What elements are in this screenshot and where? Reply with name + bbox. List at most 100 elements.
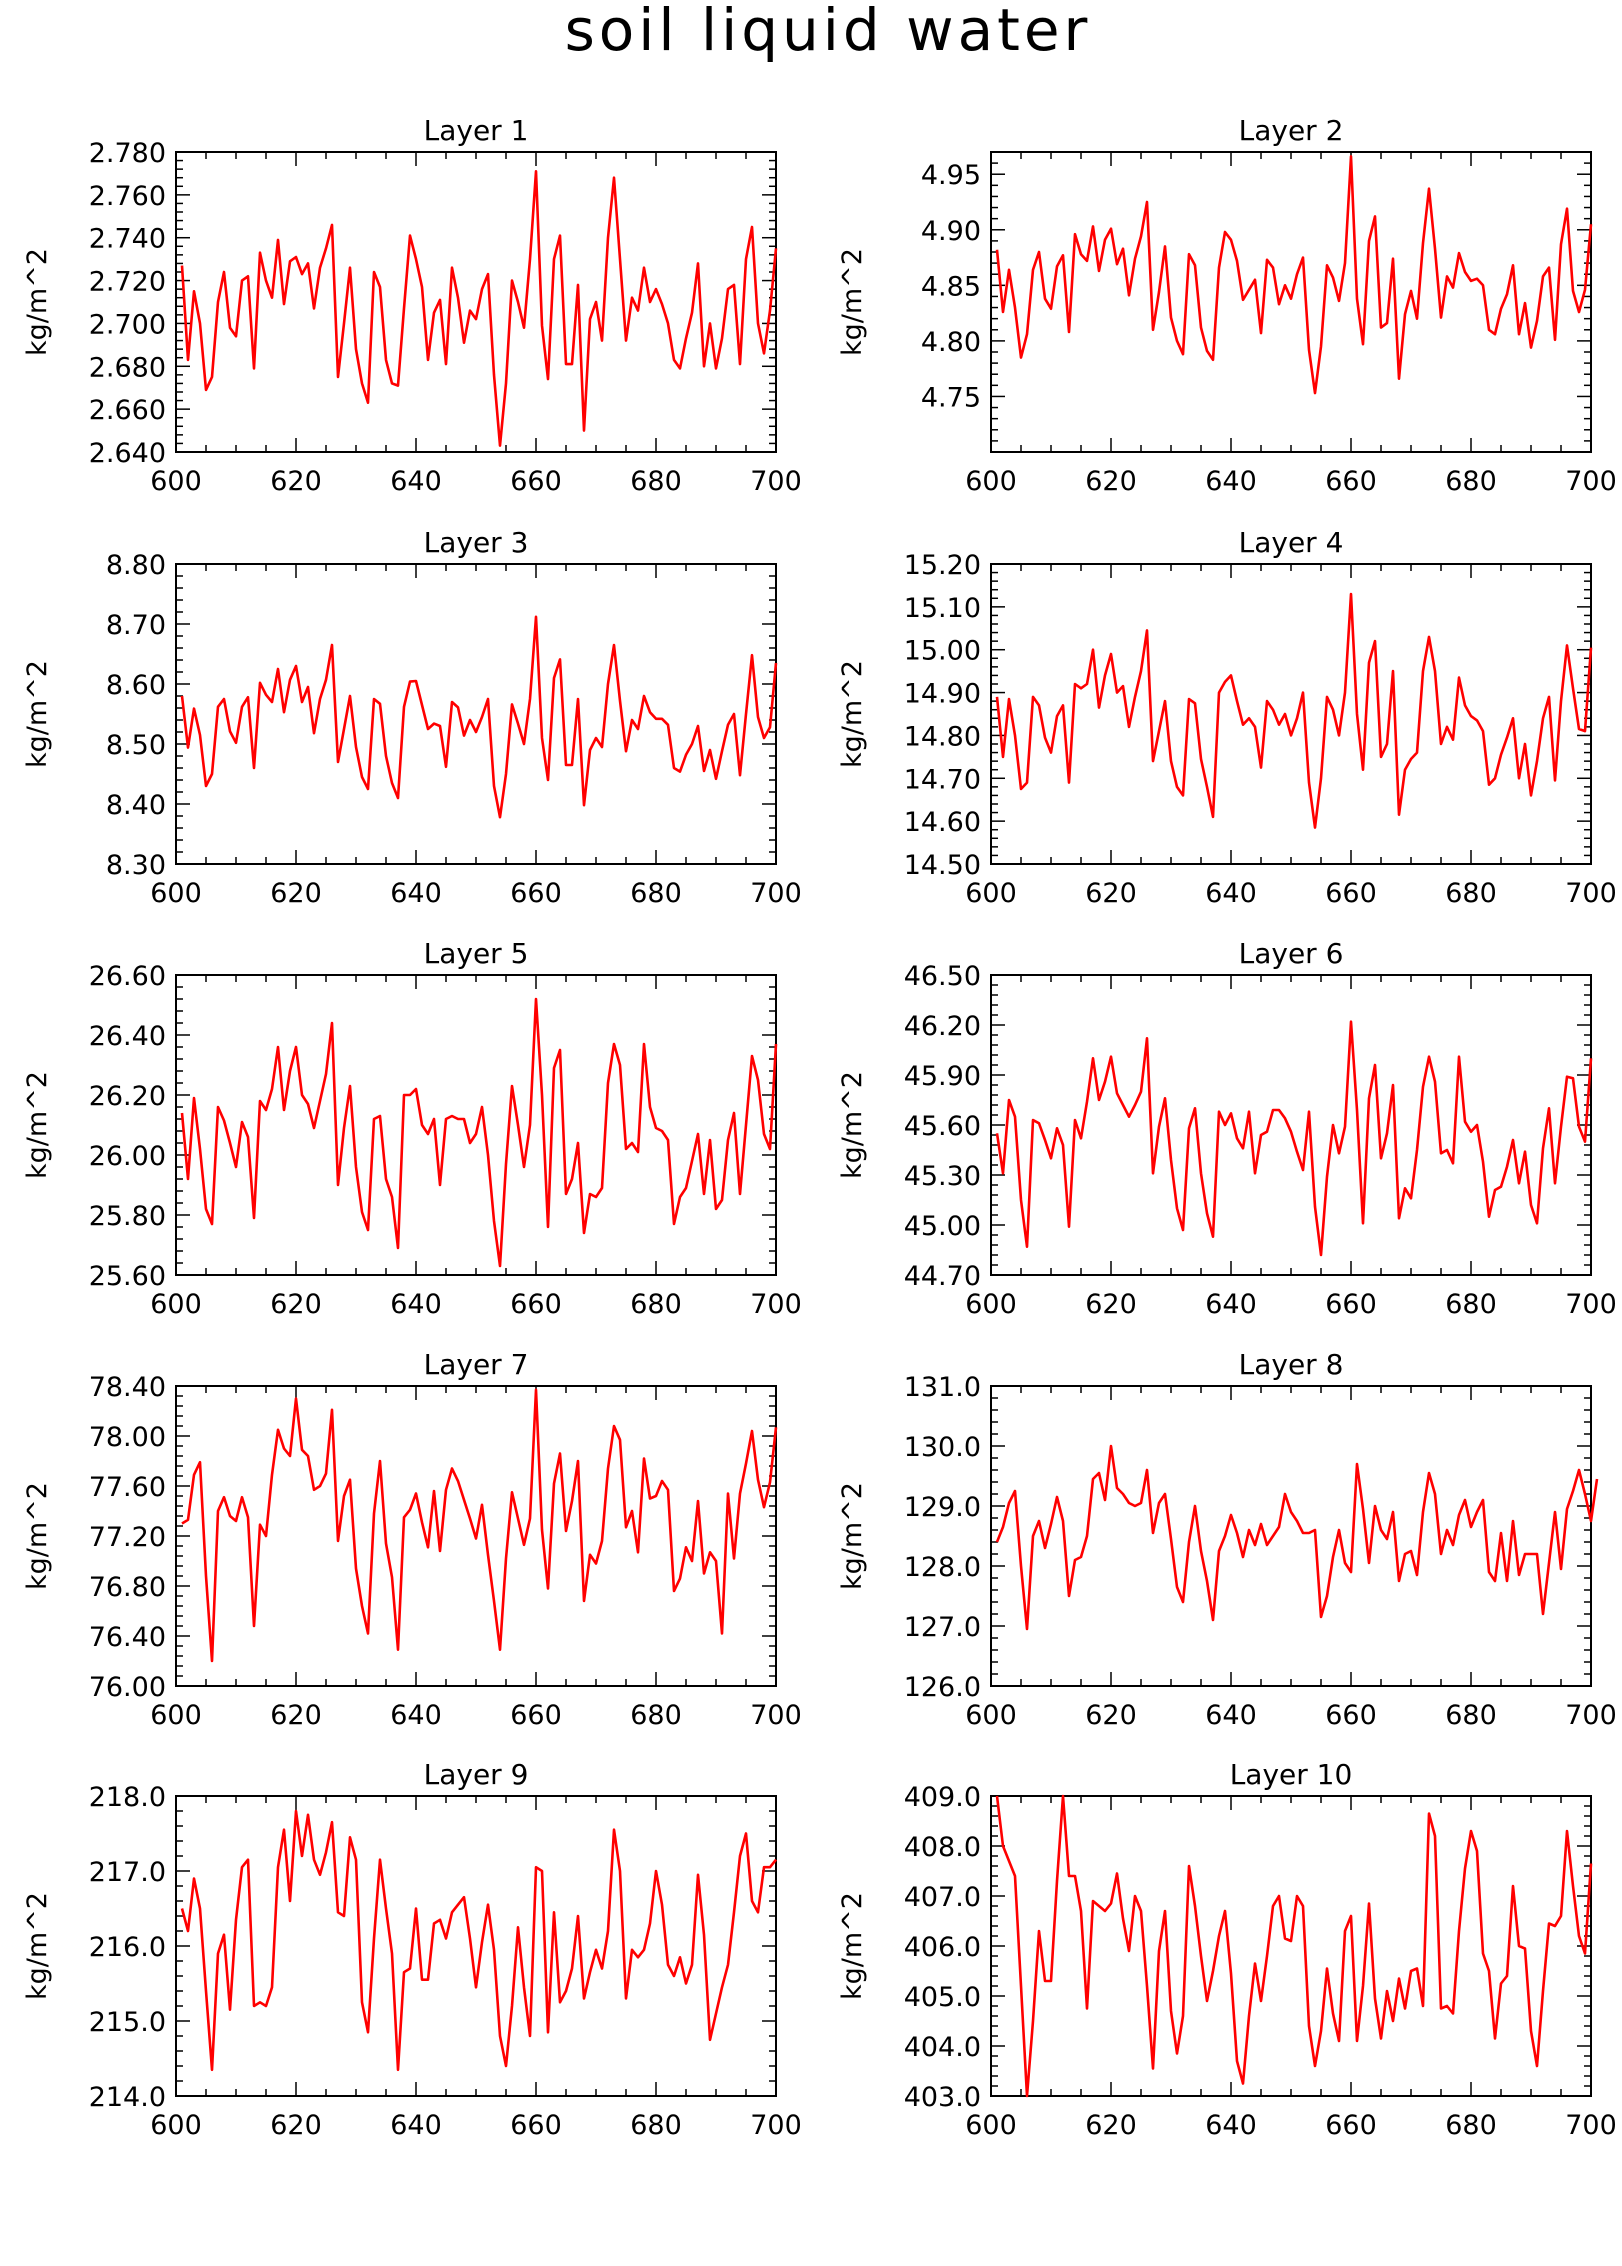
panel-title: Layer 4 [1239,526,1344,559]
x-tick-label: 680 [630,466,682,497]
series-line [995,1794,1593,2098]
y-tick-label: 2.680 [89,352,166,383]
y-tick-label: 4.90 [921,216,981,247]
y-tick-label: 407.0 [904,1882,981,1913]
panel-title: Layer 6 [1239,937,1344,970]
x-tick-label: 700 [750,2110,802,2141]
x-tick-label: 600 [965,878,1017,909]
y-tick-label: 14.70 [904,764,981,795]
plot-frame [990,1795,1592,2097]
x-tick-label: 600 [965,1289,1017,1320]
y-tick-label: 14.90 [904,679,981,710]
y-axis-label: kg/m^2 [837,660,868,768]
y-tick-label: 127.0 [904,1612,981,1643]
x-tick-label: 700 [750,878,802,909]
x-tick-label: 620 [1085,1700,1137,1731]
series-line [180,997,778,1268]
y-tick-label: 25.60 [89,1261,166,1292]
x-tick-label: 660 [510,1700,562,1731]
x-tick-label: 660 [510,466,562,497]
plot-frame [990,151,1592,453]
y-tick-label: 2.700 [89,309,166,340]
y-tick-label: 26.60 [89,961,166,992]
x-tick-label: 620 [1085,1289,1137,1320]
y-tick-label: 2.780 [89,138,166,169]
y-tick-label: 405.0 [904,1982,981,2013]
y-tick-label: 44.70 [904,1261,981,1292]
panel-layer-6: Layer 6 600 620 640 660 680 700 44.70 45.00 45.30… [837,937,1617,1320]
figure-title: soil liquid water [565,0,1092,64]
series-line [180,170,778,447]
y-tick-label: 126.0 [904,1672,981,1703]
series-line [995,1444,1599,1631]
y-tick-label: 4.80 [921,327,981,358]
x-tick-label: 660 [1325,1289,1377,1320]
y-tick-label: 8.60 [106,670,166,701]
panel-title: Layer 8 [1239,1348,1344,1381]
y-tick-label: 403.0 [904,2082,981,2113]
panel-title: Layer 9 [424,1758,529,1791]
y-tick-label: 130.0 [904,1432,981,1463]
y-tick-label: 2.720 [89,267,166,298]
x-tick-label: 680 [1445,2110,1497,2141]
y-axis-label: kg/m^2 [22,248,53,356]
y-tick-label: 2.760 [89,181,166,212]
y-tick-label: 46.50 [904,961,981,992]
y-tick-label: 25.80 [89,1201,166,1232]
x-tick-label: 660 [510,2110,562,2141]
y-tick-label: 4.95 [921,160,981,191]
panel-layer-8: Layer 8 600 620 640 660 680 700 126.0 127.0 128.0… [837,1348,1617,1731]
y-axis-label: kg/m^2 [22,1071,53,1179]
y-tick-label: 26.00 [89,1141,166,1172]
x-tick-label: 680 [630,2110,682,2141]
x-tick-label: 640 [390,878,442,909]
y-tick-label: 26.40 [89,1021,166,1052]
x-tick-label: 700 [1565,2110,1617,2141]
x-tick-label: 660 [510,1289,562,1320]
x-tick-label: 600 [965,466,1017,497]
plot-frame [175,151,777,453]
x-tick-label: 680 [630,1700,682,1731]
y-tick-label: 131.0 [904,1372,981,1403]
panel-title: Layer 10 [1230,1758,1353,1791]
plot-frame [990,563,1592,865]
y-tick-label: 45.60 [904,1111,981,1142]
panel-title: Layer 2 [1239,114,1344,147]
x-tick-label: 620 [270,2110,322,2141]
x-tick-label: 640 [390,1700,442,1731]
y-tick-label: 129.0 [904,1492,981,1523]
y-tick-label: 214.0 [89,2082,166,2113]
y-tick-label: 215.0 [89,2007,166,2038]
x-tick-label: 680 [630,1289,682,1320]
x-tick-label: 680 [1445,878,1497,909]
y-tick-label: 218.0 [89,1782,166,1813]
y-axis-label: kg/m^2 [837,1892,868,2000]
x-tick-label: 660 [1325,878,1377,909]
x-tick-label: 700 [1565,1700,1617,1731]
series-line [180,615,778,819]
x-tick-label: 600 [965,1700,1017,1731]
panel-layer-9: Layer 9 600 620 640 660 680 700 214.0 215.0 216.0… [22,1758,802,2141]
panel-layer-2: Layer 2 600 620 640 660 680 700 4.75 4.80 4.85 4.9… [837,114,1617,497]
x-tick-label: 640 [390,2110,442,2141]
y-axis-label: kg/m^2 [22,1892,53,2000]
x-tick-label: 660 [510,878,562,909]
y-tick-label: 8.70 [106,610,166,641]
x-tick-label: 660 [1325,1700,1377,1731]
x-tick-label: 660 [1325,466,1377,497]
y-tick-label: 216.0 [89,1932,166,1963]
series-line [995,1020,1593,1257]
y-tick-label: 128.0 [904,1552,981,1583]
y-tick-label: 78.40 [89,1372,166,1403]
y-tick-label: 406.0 [904,1932,981,1963]
x-tick-label: 620 [270,1289,322,1320]
x-tick-label: 700 [1565,466,1617,497]
y-tick-label: 2.640 [89,438,166,469]
x-tick-label: 640 [1205,2110,1257,2141]
x-tick-label: 660 [1325,2110,1377,2141]
x-tick-label: 620 [1085,878,1137,909]
series-line [181,1388,778,1663]
y-tick-label: 8.40 [106,790,166,821]
panel-layer-7: Layer 7 600 620 640 660 680 700 76.00 76.40 76.80… [22,1348,802,1731]
